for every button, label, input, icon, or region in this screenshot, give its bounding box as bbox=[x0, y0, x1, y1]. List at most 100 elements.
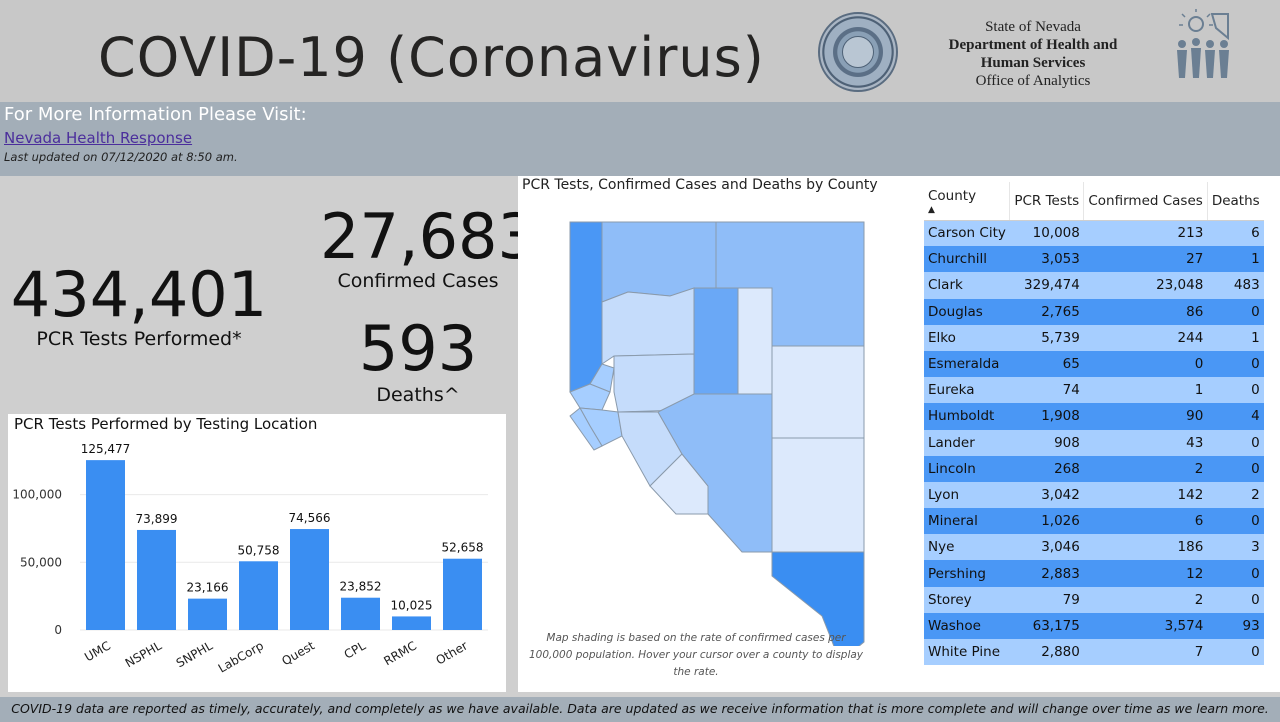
x-tick-label: CPL bbox=[342, 638, 369, 661]
table-row[interactable]: Clark 329,474 23,048 483 bbox=[924, 272, 1264, 299]
map-title: PCR Tests, Confirmed Cases and Deaths by… bbox=[522, 177, 878, 193]
table-row[interactable]: Esmeralda 65 0 0 bbox=[924, 350, 1264, 378]
page-title: COVID-19 (Coronavirus) bbox=[98, 26, 765, 89]
cell-deaths: 3 bbox=[1207, 534, 1264, 561]
col-county[interactable]: County ▲ bbox=[924, 182, 1011, 221]
cell-confirmed-cases: 186 bbox=[1083, 534, 1208, 561]
county-carson-city[interactable] bbox=[569, 383, 611, 411]
x-tick-label: SNPHL bbox=[174, 638, 216, 670]
county-white-pine[interactable] bbox=[771, 345, 865, 439]
table-row[interactable]: Douglas 2,765 86 0 bbox=[924, 298, 1264, 325]
table-row[interactable]: White Pine 2,880 7 0 bbox=[924, 639, 1264, 666]
table-row[interactable]: Lyon 3,042 142 2 bbox=[924, 481, 1264, 509]
info-band: For More Information Please Visit: Nevad… bbox=[0, 102, 1280, 176]
cell-pcr-tests: 2,883 bbox=[1009, 560, 1084, 587]
cell-deaths: 0 bbox=[1207, 429, 1264, 456]
cell-confirmed-cases: 2 bbox=[1083, 455, 1208, 482]
footer: COVID-19 data are reported as timely, ac… bbox=[0, 697, 1280, 722]
county-map-panel: PCR Tests, Confirmed Cases and Deaths by… bbox=[518, 176, 916, 692]
county-nye[interactable] bbox=[657, 393, 773, 553]
x-tick-label: UMC bbox=[82, 638, 113, 664]
cell-pcr-tests: 74 bbox=[1009, 377, 1084, 404]
cell-county: White Pine bbox=[924, 639, 1010, 666]
county-lander[interactable] bbox=[693, 287, 739, 395]
cell-deaths: 0 bbox=[1207, 455, 1264, 482]
nevada-health-response-link[interactable]: Nevada Health Response bbox=[4, 129, 193, 147]
cell-deaths: 0 bbox=[1207, 377, 1264, 404]
county-washoe[interactable] bbox=[569, 221, 603, 393]
testing-location-bar-chart: 0 50,000 100,000 125,477 UMC 73,899 NSPHL 23,16… bbox=[12, 442, 488, 676]
dept-office: Office of Analytics bbox=[975, 73, 1091, 89]
cell-county: Carson City bbox=[924, 220, 1010, 247]
table-row[interactable]: Humboldt 1,908 90 4 bbox=[924, 403, 1264, 430]
table-row[interactable]: Pershing 2,883 12 0 bbox=[924, 560, 1264, 587]
table-row[interactable]: Mineral 1,026 6 0 bbox=[924, 508, 1264, 535]
cell-pcr-tests: 63,175 bbox=[1009, 612, 1084, 639]
cell-pcr-tests: 908 bbox=[1009, 429, 1084, 456]
bar[interactable] bbox=[392, 616, 431, 630]
cell-deaths: 4 bbox=[1207, 403, 1264, 430]
bar[interactable] bbox=[239, 561, 278, 630]
table-row[interactable]: Churchill 3,053 27 1 bbox=[924, 246, 1264, 273]
col-confirmed-cases[interactable]: Confirmed Cases bbox=[1083, 182, 1208, 221]
cell-county: Lyon bbox=[924, 481, 1010, 509]
cell-pcr-tests: 10,008 bbox=[1009, 220, 1084, 247]
cell-pcr-tests: 1,026 bbox=[1009, 508, 1084, 535]
cell-confirmed-cases: 23,048 bbox=[1083, 272, 1208, 299]
y-tick-label: 0 bbox=[54, 623, 62, 637]
bar[interactable] bbox=[188, 598, 227, 630]
county-lincoln[interactable] bbox=[771, 437, 865, 553]
cell-county: Lander bbox=[924, 429, 1010, 456]
y-tick-label: 50,000 bbox=[20, 555, 62, 569]
county-douglas[interactable] bbox=[569, 407, 603, 451]
kpi-deaths-label: Deaths^ bbox=[376, 384, 460, 406]
county-pershing[interactable] bbox=[601, 287, 695, 365]
bar-data-label: 23,166 bbox=[187, 581, 229, 595]
kpi-tests: 434,401 PCR Tests Performed* bbox=[8, 262, 270, 351]
cell-deaths: 0 bbox=[1207, 508, 1264, 535]
col-deaths[interactable]: Deaths bbox=[1207, 182, 1264, 221]
county-clark[interactable] bbox=[771, 551, 865, 646]
bar[interactable] bbox=[443, 558, 482, 630]
cell-pcr-tests: 2,880 bbox=[1009, 639, 1084, 666]
cell-deaths: 0 bbox=[1207, 298, 1264, 325]
dept-name-2: Human Services bbox=[980, 55, 1086, 71]
last-updated: Last updated on 07/12/2020 at 8:50 am. bbox=[4, 150, 238, 164]
table-header-row: County ▲ PCR Tests Confirmed Cases Deaths bbox=[924, 182, 1264, 221]
cell-county: Eureka bbox=[924, 377, 1010, 404]
bar[interactable] bbox=[86, 460, 125, 630]
x-tick-label: Other bbox=[433, 638, 470, 667]
cell-county: Lincoln bbox=[924, 455, 1010, 482]
kpi-cases: 27,683 Confirmed Cases bbox=[320, 204, 537, 293]
table-row[interactable]: Washoe 63,175 3,574 93 bbox=[924, 612, 1264, 639]
map-note: Map shading is based on the rate of conf… bbox=[528, 632, 864, 678]
cell-deaths: 1 bbox=[1207, 246, 1264, 273]
cell-confirmed-cases: 6 bbox=[1083, 508, 1208, 535]
table-row[interactable]: Storey 79 2 0 bbox=[924, 586, 1264, 613]
bar[interactable] bbox=[137, 529, 176, 630]
table-row[interactable]: Lincoln 268 2 0 bbox=[924, 455, 1264, 482]
kpi-deaths: 593 Deaths^ bbox=[320, 316, 516, 407]
col-pcr-tests[interactable]: PCR Tests bbox=[1009, 182, 1085, 221]
cell-county: Washoe bbox=[924, 612, 1010, 639]
bar[interactable] bbox=[290, 529, 329, 630]
cell-pcr-tests: 3,053 bbox=[1009, 246, 1084, 273]
cell-pcr-tests: 79 bbox=[1009, 586, 1084, 613]
cell-confirmed-cases: 7 bbox=[1083, 639, 1208, 666]
cell-county: Clark bbox=[924, 272, 1010, 299]
bar[interactable] bbox=[341, 597, 380, 630]
table-row[interactable]: Lander 908 43 0 bbox=[924, 429, 1264, 456]
county-eureka[interactable] bbox=[737, 287, 773, 395]
cell-county: Storey bbox=[924, 586, 1010, 613]
table-row[interactable]: Elko 5,739 244 1 bbox=[924, 324, 1264, 351]
cell-pcr-tests: 3,046 bbox=[1009, 534, 1084, 561]
cell-county: Esmeralda bbox=[924, 350, 1010, 378]
table-row[interactable]: Nye 3,046 186 3 bbox=[924, 534, 1264, 561]
cell-confirmed-cases: 244 bbox=[1083, 324, 1208, 351]
cell-pcr-tests: 1,908 bbox=[1009, 403, 1084, 430]
table-row[interactable]: Eureka 74 1 0 bbox=[924, 377, 1264, 404]
sort-ascending-icon[interactable]: ▲ bbox=[928, 204, 935, 215]
table-row[interactable]: Carson City 10,008 213 6 bbox=[924, 220, 1264, 247]
cell-pcr-tests: 329,474 bbox=[1009, 272, 1084, 299]
cell-confirmed-cases: 2 bbox=[1083, 586, 1208, 613]
